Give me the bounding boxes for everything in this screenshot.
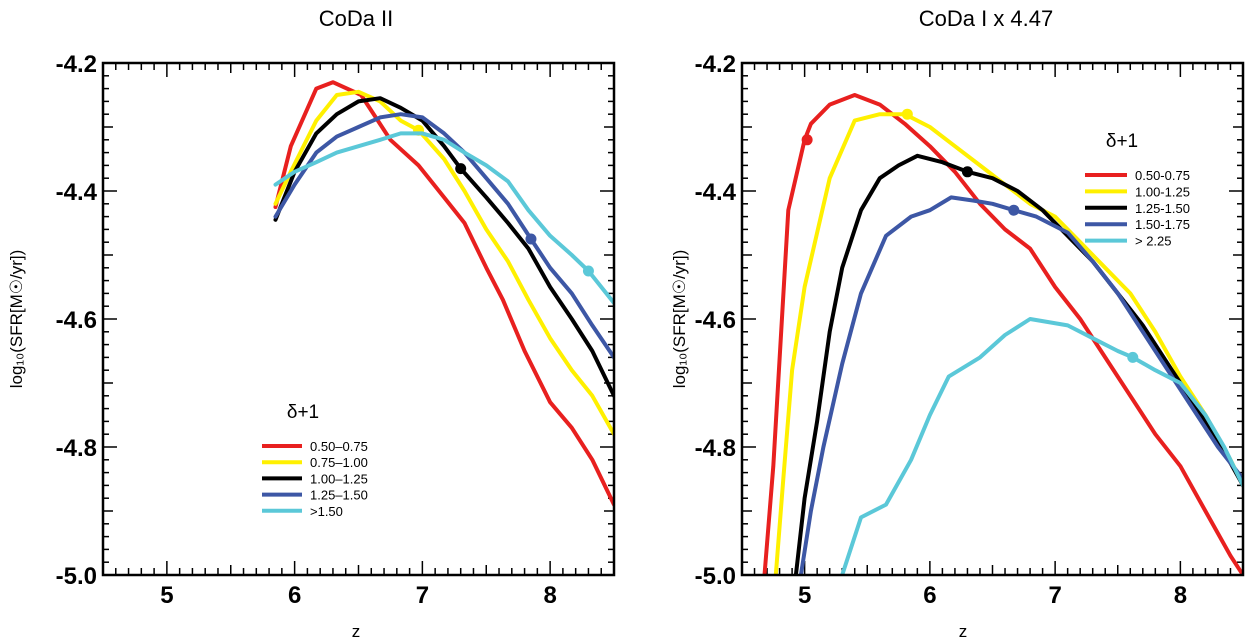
- y-tick-label: -4.6: [695, 307, 736, 334]
- chart-panel-1: CoDa II 5 6 7 8 -4.2 -4.4 -4.6 -4.8 -5.0 z log₁₀(SF…: [7, 6, 616, 641]
- plot-frame: [740, 61, 1245, 577]
- chart-title: CoDa I x 4.47: [919, 6, 1054, 31]
- series-marker-4: [525, 233, 537, 245]
- series-line-2: [273, 89, 614, 437]
- series-marker-1: [801, 134, 813, 146]
- series-marker-4: [1008, 204, 1020, 216]
- x-axis-label: z: [352, 622, 361, 641]
- legend-label: 1.50-1.75: [1135, 217, 1190, 232]
- legend-label: 0.50-0.75: [1135, 168, 1190, 183]
- series-line-4: [273, 112, 614, 360]
- y-tick-label: -4.4: [695, 179, 737, 206]
- series-line-4: [798, 195, 1243, 575]
- y-tick-label: -5.0: [695, 563, 736, 590]
- series-line-2: [773, 112, 1243, 575]
- x-tick-label: 5: [160, 582, 173, 609]
- y-tick-label: -4.2: [695, 51, 736, 78]
- legend: δ+1 0.50-0.751.00-1.25 1.25-1.501.50-1.75 >…: [1085, 131, 1190, 249]
- chart-panel-2: CoDa I x 4.47 5 6 7 8 -4.2 -4.4 -4.6 -4.8 -5.0 z lo…: [670, 6, 1245, 641]
- series-line-5: [840, 317, 1243, 575]
- plot-frame: [101, 61, 616, 577]
- legend-label: 1.25–1.50: [310, 488, 368, 503]
- legend-title: δ+1: [287, 402, 319, 423]
- chart-title: CoDa II: [319, 6, 394, 31]
- series-line-1: [762, 93, 1243, 575]
- y-tick-label: -5.0: [56, 563, 97, 590]
- series-marker-3: [455, 163, 467, 175]
- y-tick-label: -4.8: [56, 435, 97, 462]
- x-axis-label: z: [959, 622, 968, 641]
- y-tick-label: -4.2: [56, 51, 97, 78]
- legend-label: 0.75–1.00: [310, 455, 368, 470]
- legend-label: 0.50–0.75: [310, 439, 368, 454]
- legend-label: > 2.25: [1135, 234, 1172, 249]
- y-axis-label: log₁₀(SFR[M☉/yr]): [7, 250, 26, 389]
- series-line-1: [273, 80, 614, 507]
- series-marker-2: [901, 108, 913, 120]
- legend-label: >1.50: [310, 504, 343, 519]
- legend: δ+1 0.50–0.750.75–1.001.00–1.25 1.25–1.50>…: [262, 402, 368, 519]
- legend-label: 1.00–1.25: [310, 471, 368, 486]
- x-tick-label: 7: [1048, 582, 1061, 609]
- legend-label: 1.00-1.25: [1135, 184, 1190, 199]
- x-tick-label: 8: [1174, 582, 1187, 609]
- y-tick-label: -4.8: [695, 435, 736, 462]
- series-line-3: [793, 153, 1243, 575]
- x-tick-label: 6: [923, 582, 936, 609]
- series-marker-5: [1127, 351, 1139, 363]
- x-tick-label: 7: [416, 582, 429, 609]
- y-axis-label: log₁₀(SFR[M☉/yr]): [670, 250, 689, 389]
- series-marker-5: [582, 265, 594, 277]
- series-line-3: [273, 96, 614, 398]
- y-tick-label: -4.4: [56, 179, 98, 206]
- x-tick-label: 8: [543, 582, 556, 609]
- series-marker-3: [961, 166, 973, 178]
- legend-label: 1.25-1.50: [1135, 201, 1190, 216]
- legend-title: δ+1: [1106, 131, 1138, 152]
- y-tick-label: -4.6: [56, 307, 97, 334]
- series-line-5: [273, 131, 614, 305]
- x-tick-label: 5: [798, 582, 811, 609]
- x-tick-label: 6: [288, 582, 301, 609]
